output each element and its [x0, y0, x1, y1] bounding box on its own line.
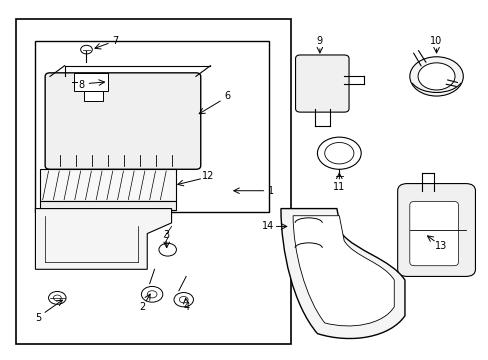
Text: 4: 4 — [183, 302, 189, 312]
Text: 6: 6 — [224, 91, 230, 101]
Circle shape — [317, 137, 361, 169]
Circle shape — [48, 292, 66, 304]
Bar — [40, 169, 176, 202]
Circle shape — [147, 291, 157, 298]
Bar — [84, 91, 103, 102]
Bar — [16, 19, 290, 344]
FancyBboxPatch shape — [397, 184, 474, 276]
Circle shape — [174, 293, 193, 307]
Text: 1: 1 — [267, 186, 274, 196]
Bar — [74, 73, 108, 91]
FancyBboxPatch shape — [45, 73, 201, 169]
Text: 11: 11 — [332, 182, 345, 192]
Text: 5: 5 — [35, 312, 41, 323]
Polygon shape — [35, 208, 171, 269]
FancyBboxPatch shape — [409, 202, 458, 266]
Text: 13: 13 — [434, 241, 447, 251]
Text: 12: 12 — [202, 171, 214, 181]
Text: 7: 7 — [112, 36, 119, 46]
Text: 14: 14 — [261, 221, 273, 231]
Circle shape — [179, 296, 188, 303]
Circle shape — [81, 45, 92, 54]
Text: 2: 2 — [139, 302, 145, 312]
Circle shape — [53, 295, 61, 301]
Text: 9: 9 — [316, 36, 322, 46]
PathPatch shape — [292, 216, 393, 326]
Text: 3: 3 — [163, 230, 169, 240]
PathPatch shape — [281, 208, 404, 338]
Circle shape — [159, 243, 176, 256]
Circle shape — [417, 63, 454, 90]
Text: 8: 8 — [79, 80, 84, 90]
Circle shape — [141, 287, 163, 302]
FancyBboxPatch shape — [295, 55, 348, 112]
Circle shape — [409, 57, 462, 96]
Bar — [40, 202, 176, 210]
Bar — [35, 41, 268, 212]
Circle shape — [324, 143, 353, 164]
Text: 10: 10 — [429, 36, 442, 46]
